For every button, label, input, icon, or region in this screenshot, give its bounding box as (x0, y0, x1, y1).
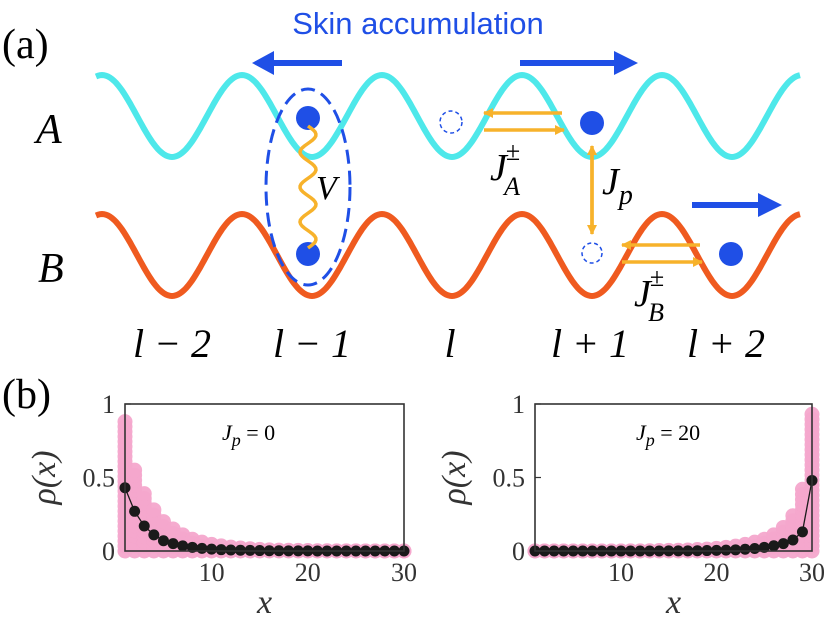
plot0-ytick-label: 0 (102, 537, 115, 566)
plot0-xtick-label: 20 (295, 558, 321, 587)
left-arrowhead-icon (252, 51, 274, 75)
plot0-average-point (225, 544, 237, 556)
plot1-annotation-sub: p (644, 430, 655, 450)
plot1-ylabel: ρ(x) (436, 450, 473, 505)
right-arrowhead-icon (614, 51, 638, 75)
plot0-average-point (186, 541, 198, 553)
plot0-average-point (177, 540, 189, 552)
interaction-v-label: V (316, 170, 341, 207)
plot1-annotation-rest: = 20 (655, 420, 700, 445)
particle-a-site-l+1 (580, 111, 604, 135)
plot1-average-point (777, 538, 789, 550)
hop-a-sup: ± (506, 137, 520, 166)
plot0-ytick-label: 1 (102, 390, 115, 419)
jp-sub: p (617, 180, 633, 211)
plot1-average-point (758, 541, 770, 553)
plot0-average-point (167, 538, 179, 550)
plot0-xlabel: x (256, 584, 272, 621)
jp-base: J (602, 161, 621, 203)
plot1-xlabel: x (665, 584, 681, 621)
pair-dashed-ellipse (264, 87, 352, 287)
plot0-single-point (146, 502, 162, 518)
plot1-ytick-label: 0 (512, 537, 525, 566)
hop-b-sub: B (648, 298, 664, 327)
plot0-average-point (206, 543, 218, 555)
plot0-xtick-label: 30 (391, 558, 417, 587)
site-label-l+2: l + 2 (687, 321, 765, 366)
plot1-average-point (730, 544, 742, 556)
plot1-annotation-base: J (636, 420, 647, 445)
particle-b-site-l-1 (296, 242, 320, 266)
hop-a-sub: A (502, 172, 520, 201)
plot0-annotation: Jp = 0 (222, 420, 275, 450)
plot1-average-point (720, 544, 732, 556)
plot0-single-point (127, 462, 143, 478)
chain-b-wave (94, 210, 801, 300)
plot-jp-0: ρ(x) x 0 0.5 1 10 20 30 Jp = 0 (26, 390, 417, 621)
site-label-l-2: l − 2 (133, 321, 211, 366)
plot0-annotation-rest: = 0 (241, 420, 275, 445)
plot0-average-point (138, 520, 150, 532)
plot1-xtick-label: 30 (799, 558, 825, 587)
hop-a-base: J (490, 147, 509, 189)
plot0-annotation-base: J (222, 420, 233, 445)
plot0-average-point (157, 535, 169, 547)
interaction-spring-icon (298, 124, 318, 250)
panel-a-label: (a) (2, 22, 49, 68)
plot-jp-20: ρ(x) x 0 0.5 1 10 20 30 Jp = 20 (436, 390, 825, 621)
plot1-average-point (749, 543, 761, 555)
panel-b-label: (b) (2, 372, 51, 418)
plot0-axes-frame (124, 403, 405, 552)
plot1-average-point (739, 543, 751, 555)
chain-b-right-arrowhead-icon (758, 193, 782, 217)
plot0-ytick-label: 0.5 (83, 464, 116, 493)
plot0-average-point (129, 505, 141, 517)
plot0-average-point (196, 542, 208, 554)
plot1-annotation: Jp = 20 (636, 420, 700, 450)
site-label-l: l (444, 321, 455, 366)
chain-a-wave (94, 71, 801, 161)
particle-b-site-l+2 (719, 242, 743, 266)
plot1-average-point (787, 534, 799, 546)
site-label-l+1: l + 1 (551, 321, 629, 366)
hop-b-label: J± B (634, 263, 664, 327)
hop-b-sup: ± (650, 263, 664, 292)
plot0-annotation-sub: p (230, 430, 241, 450)
hop-b-base: J (634, 273, 653, 315)
row-label-a: A (33, 107, 62, 153)
plot0-average-point (148, 529, 160, 541)
plot1-xtick-label: 10 (608, 558, 634, 587)
empty-site-a-l (439, 110, 463, 134)
particle-a-site-l-1 (296, 106, 320, 130)
plot1-average-point (768, 540, 780, 552)
jp-label: Jp (602, 161, 633, 211)
empty-site-b-l+1 (581, 242, 603, 264)
plot0-xtick-label: 10 (199, 558, 225, 587)
plot1-average-point (796, 526, 808, 538)
skin-accumulation-title: Skin accumulation (292, 6, 544, 41)
plot1-ytick-label: 0.5 (493, 464, 526, 493)
site-label-l-1: l − 1 (273, 321, 351, 366)
plot1-ytick-label: 1 (512, 390, 525, 419)
hop-a-label: J± A (490, 137, 520, 201)
plot0-average-point (215, 544, 227, 556)
plot0-ylabel: ρ(x) (26, 450, 63, 505)
plot0-single-point (136, 486, 152, 502)
plot1-axes-frame (534, 403, 813, 552)
plot1-xtick-label: 20 (703, 558, 729, 587)
row-label-b: B (38, 246, 64, 292)
